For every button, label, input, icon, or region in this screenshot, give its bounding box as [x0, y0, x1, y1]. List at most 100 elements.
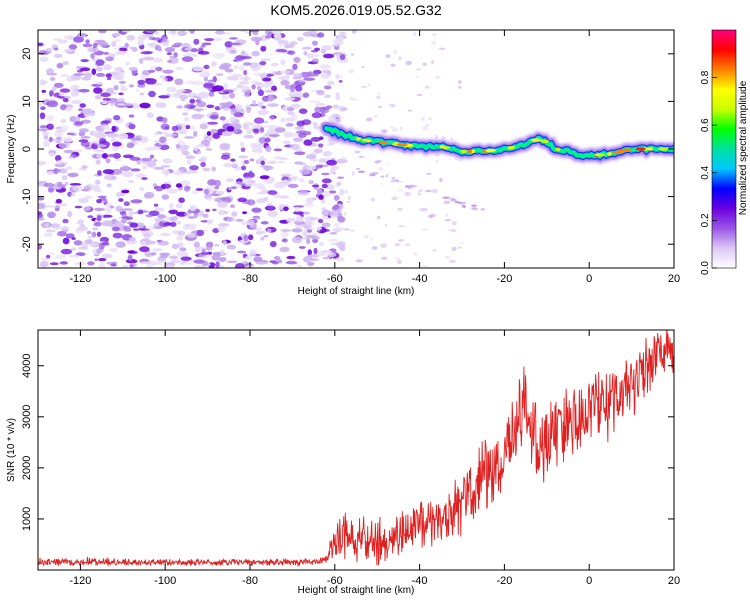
noise-blob — [318, 241, 324, 246]
noise-blob — [166, 52, 172, 56]
noise-blob — [113, 47, 120, 51]
signal-hotspot — [379, 141, 389, 145]
signal-hotspot — [442, 146, 451, 150]
noise-blob — [76, 65, 82, 70]
noise-blob — [260, 160, 266, 166]
noise-blob — [179, 260, 188, 264]
noise-blob — [115, 205, 123, 212]
noise-blob — [323, 85, 332, 90]
signal-hotspot — [541, 139, 550, 143]
noise-blob — [246, 179, 256, 184]
noise-blob — [199, 123, 208, 130]
signal-branch-blob — [405, 185, 409, 188]
noise-blob — [109, 205, 115, 209]
noise-blob — [246, 219, 255, 226]
noise-blob — [223, 83, 228, 90]
noise-blob — [107, 153, 118, 158]
noise-blob — [65, 106, 72, 112]
noise-speckle — [351, 171, 355, 176]
noise-blob — [184, 212, 192, 217]
noise-blob — [155, 66, 163, 72]
noise-blob — [296, 162, 307, 165]
noise-blob — [161, 169, 170, 175]
noise-blob — [176, 105, 184, 109]
noise-blob — [140, 51, 153, 55]
noise-blob — [130, 168, 141, 172]
noise-blob — [267, 95, 274, 102]
noise-blob — [323, 53, 335, 59]
noise-blob — [263, 165, 274, 171]
noise-blob — [139, 92, 145, 96]
noise-blob — [96, 198, 102, 204]
noise-blob — [312, 232, 318, 236]
noise-blob — [78, 131, 86, 137]
noise-blob — [311, 235, 320, 240]
noise-blob — [96, 248, 102, 254]
noise-blob — [69, 183, 82, 186]
noise-blob — [249, 62, 259, 68]
noise-blob — [280, 231, 289, 238]
noise-blob — [260, 45, 267, 52]
noise-blob — [307, 249, 312, 256]
noise-blob — [94, 39, 106, 43]
noise-blob — [249, 103, 259, 107]
noise-blob — [205, 148, 213, 151]
noise-blob — [129, 222, 139, 228]
noise-blob — [206, 197, 213, 201]
noise-blob — [177, 141, 186, 147]
noise-blob — [117, 45, 126, 48]
noise-blob — [292, 63, 298, 71]
noise-blob — [188, 223, 197, 230]
noise-speckle — [451, 221, 457, 226]
noise-blob — [244, 159, 250, 164]
noise-blob — [315, 125, 320, 129]
noise-blob — [184, 136, 195, 139]
noise-blob — [55, 198, 63, 204]
noise-blob — [246, 199, 256, 206]
noise-blob — [172, 216, 179, 219]
noise-blob — [223, 32, 233, 35]
noise-blob — [148, 69, 156, 73]
noise-blob — [54, 254, 67, 260]
noise-blob — [72, 149, 84, 153]
y-tick-label: -10 — [21, 189, 33, 205]
noise-blob — [189, 30, 195, 34]
noise-speckle — [351, 30, 357, 34]
noise-blob — [175, 67, 184, 70]
noise-blob — [280, 173, 292, 178]
noise-blob — [286, 107, 295, 112]
noise-blob — [68, 254, 80, 258]
noise-blob — [310, 158, 319, 162]
noise-blob — [117, 216, 122, 220]
noise-blob — [127, 254, 133, 261]
noise-blob — [222, 107, 231, 112]
noise-blob — [313, 54, 320, 57]
noise-speckle — [373, 115, 379, 118]
noise-blob — [183, 185, 191, 192]
noise-blob — [106, 53, 117, 56]
noise-blob — [48, 136, 53, 143]
noise-blob — [337, 176, 345, 179]
noise-speckle — [371, 246, 378, 250]
noise-blob — [267, 190, 278, 196]
noise-blob — [135, 173, 146, 178]
noise-blob — [87, 235, 94, 239]
noise-blob — [71, 99, 82, 105]
noise-speckle — [358, 155, 365, 158]
signal-branch-blob — [357, 170, 365, 173]
noise-blob — [114, 39, 121, 43]
noise-blob — [84, 195, 93, 199]
noise-speckle — [415, 68, 422, 71]
noise-blob — [205, 246, 213, 251]
noise-blob — [207, 121, 219, 125]
noise-blob — [316, 188, 323, 195]
noise-blob — [170, 259, 181, 264]
noise-blob — [121, 211, 127, 215]
noise-blob — [63, 149, 75, 154]
noise-speckle — [394, 257, 401, 260]
noise-speckle — [355, 259, 363, 263]
signal-branch-blob — [391, 177, 396, 180]
noise-blob — [220, 63, 232, 68]
noise-blob — [157, 240, 169, 246]
snr-y-label: SNR (10 * v/v) — [6, 418, 17, 482]
